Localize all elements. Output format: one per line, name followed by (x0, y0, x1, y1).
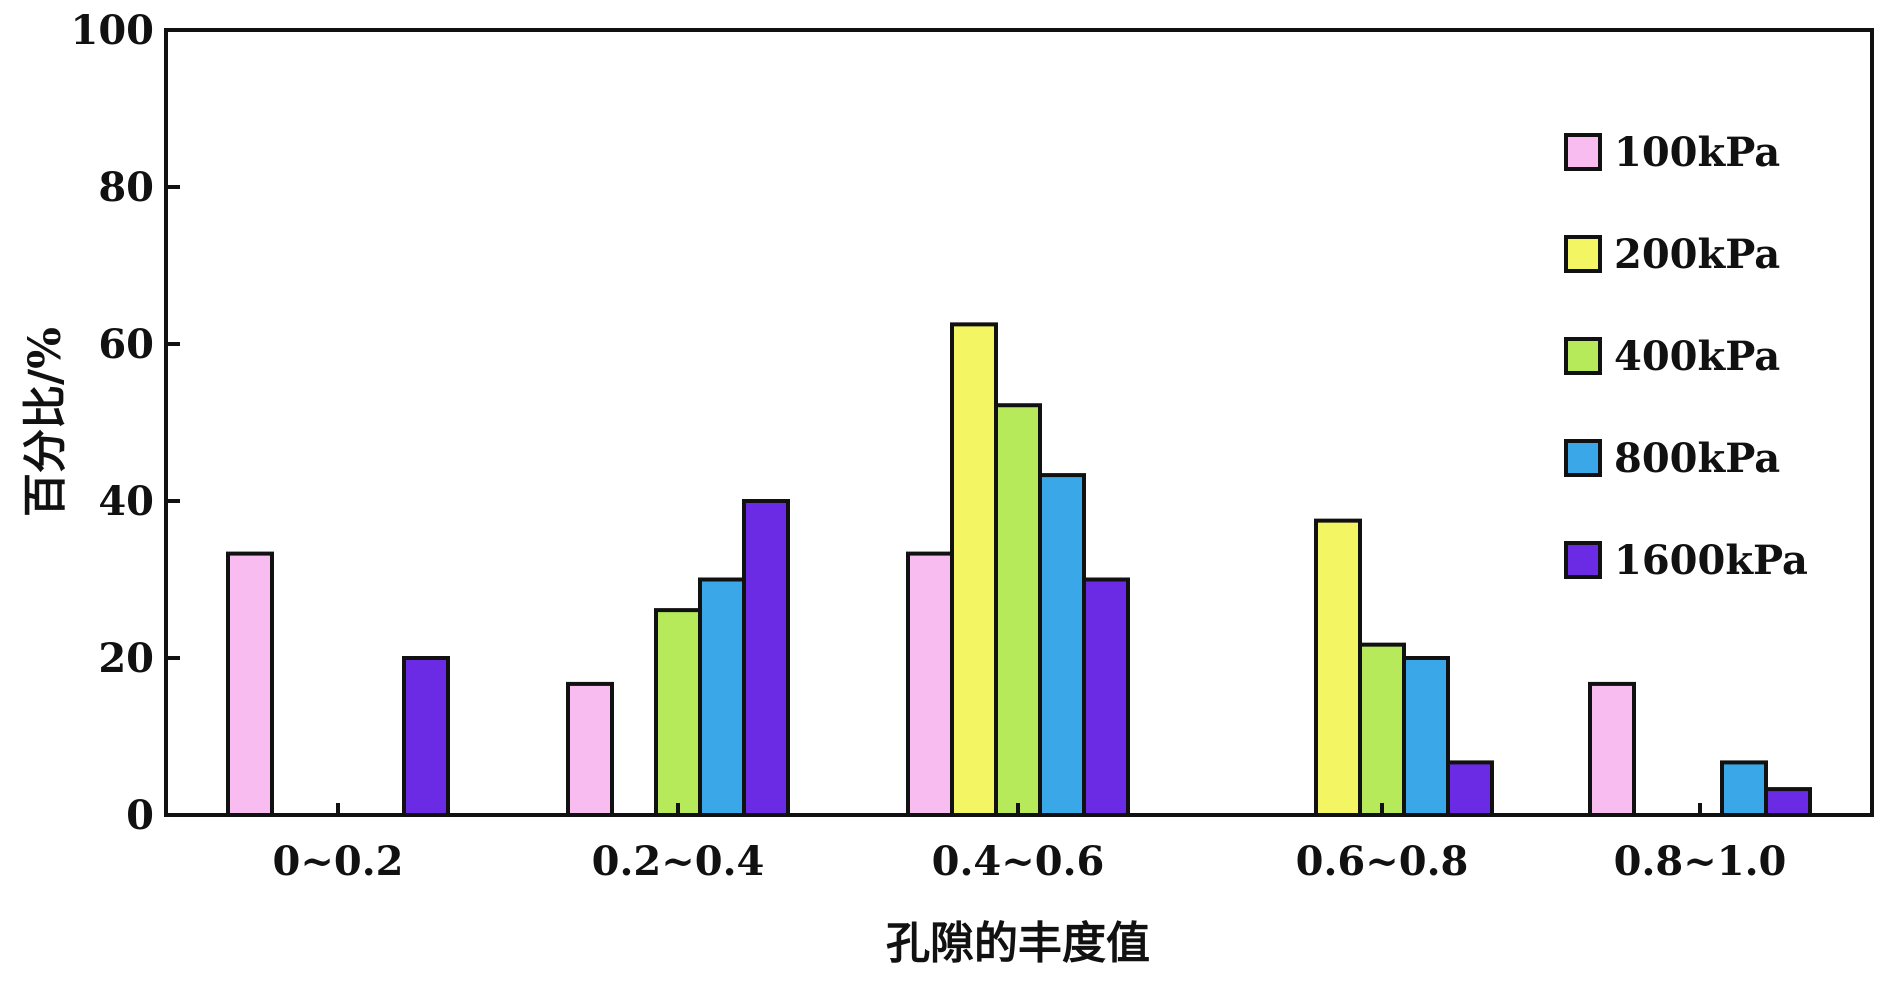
bar-1600kPa-0.6~0.8 (1446, 760, 1494, 818)
legend-label-200kPa: 200kPa (1614, 231, 1780, 278)
bar-200kPa-0.4~0.6 (950, 322, 998, 817)
x-tick-label: 0~0.2 (273, 838, 404, 885)
legend-swatch-100kPa (1564, 133, 1602, 171)
x-tick-label: 0.6~0.8 (1296, 838, 1469, 885)
x-tick-label: 0.2~0.4 (592, 838, 765, 885)
x-axis-title: 孔隙的丰度值 (886, 918, 1150, 969)
x-tick-label: 0.8~1.0 (1614, 838, 1787, 885)
y-tick-label: 60 (98, 321, 154, 368)
bar-100kPa-0.2~0.4 (566, 681, 614, 818)
y-axis: 0 20 40 60 80 100 (71, 7, 180, 839)
legend-label-1600kPa: 1600kPa (1614, 537, 1808, 584)
bar-200kPa-0.6~0.8 (1314, 518, 1362, 817)
y-tick-label: 40 (98, 478, 154, 525)
bar-800kPa-0.6~0.8 (1402, 656, 1450, 817)
legend-swatch-200kPa (1564, 235, 1602, 273)
y-tick-label: 80 (98, 164, 154, 211)
legend-label-400kPa: 400kPa (1614, 333, 1780, 380)
y-tick-label: 0 (126, 792, 154, 839)
y-axis-title: 百分比/% (20, 327, 71, 517)
bar-800kPa-0.4~0.6 (1038, 473, 1086, 817)
bar-400kPa-0.2~0.4 (654, 608, 702, 817)
bar-1600kPa-0~0.2 (402, 656, 450, 817)
bar-400kPa-0.6~0.8 (1358, 642, 1406, 818)
bar-1600kPa-0.8~1.0 (1764, 787, 1812, 817)
x-tick-label: 0.4~0.6 (932, 838, 1105, 885)
bar-800kPa-0.2~0.4 (698, 577, 746, 817)
legend-swatch-400kPa (1564, 337, 1602, 375)
legend-label-800kPa: 800kPa (1614, 435, 1780, 482)
y-tick-label: 20 (98, 635, 154, 682)
bar-1600kPa-0.2~0.4 (742, 499, 790, 817)
legend-swatch-1600kPa (1564, 541, 1602, 579)
legend-label-100kPa: 100kPa (1614, 129, 1780, 176)
legend: 100kPa 200kPa 400kPa 800kPa 1600kPa (1564, 129, 1808, 584)
bar-100kPa-0.4~0.6 (906, 551, 954, 817)
bar-400kPa-0.4~0.6 (994, 403, 1042, 817)
x-axis: 0~0.2 0.2~0.4 0.4~0.6 0.6~0.8 0.8~1.0 (273, 803, 1787, 885)
y-tick-label: 100 (71, 7, 155, 54)
bar-1600kPa-0.4~0.6 (1082, 577, 1130, 817)
bar-800kPa-0.8~1.0 (1720, 760, 1768, 818)
bar-100kPa-0.8~1.0 (1588, 681, 1636, 818)
bar-100kPa-0~0.2 (226, 551, 274, 817)
legend-swatch-800kPa (1564, 439, 1602, 477)
